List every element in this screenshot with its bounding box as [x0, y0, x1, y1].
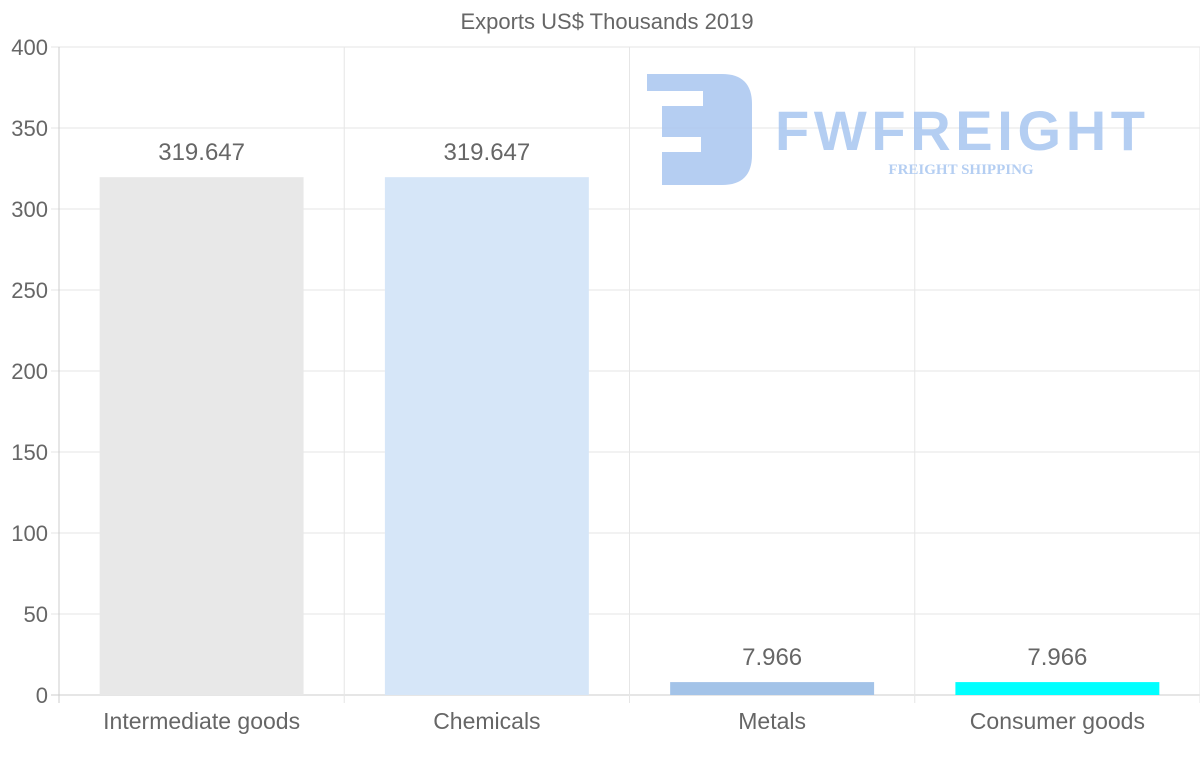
- bar: [670, 682, 875, 695]
- data-label: 319.647: [443, 139, 530, 166]
- fwfreight-watermark: FWFREIGHT FREIGHT SHIPPING: [647, 74, 1147, 185]
- y-tick-label: 50: [24, 602, 48, 627]
- y-tick-label: 300: [11, 197, 48, 222]
- watermark-tagline: FREIGHT SHIPPING: [888, 162, 1033, 178]
- watermark-brand: FWFREIGHT: [775, 99, 1147, 162]
- y-tick-label: 0: [36, 683, 48, 708]
- data-label: 319.647: [158, 139, 245, 166]
- y-tick-label: 250: [11, 278, 48, 303]
- bar: [384, 177, 589, 695]
- y-tick-label: 150: [11, 440, 48, 465]
- data-label: 7.966: [1027, 644, 1087, 671]
- x-tick-label: Consumer goods: [970, 708, 1145, 734]
- labels: 0 50 100 150 200 250 300 350 400 319.647 Intermedi…: [11, 35, 1145, 734]
- data-label: 7.966: [742, 644, 802, 671]
- y-tick-label: 200: [11, 359, 48, 384]
- x-tick-label: Metals: [738, 708, 806, 734]
- bars: [99, 177, 1160, 695]
- x-tick-label: Intermediate goods: [103, 708, 300, 734]
- logo-mark-icon: [647, 74, 752, 185]
- bar: [955, 682, 1160, 695]
- y-tick-label: 350: [11, 116, 48, 141]
- x-tick-label: Chemicals: [433, 708, 540, 734]
- chart-title: Exports US$ Thousands 2019: [460, 9, 753, 34]
- y-tick-label: 400: [11, 35, 48, 60]
- bar: [99, 177, 304, 695]
- y-tick-label: 100: [11, 521, 48, 546]
